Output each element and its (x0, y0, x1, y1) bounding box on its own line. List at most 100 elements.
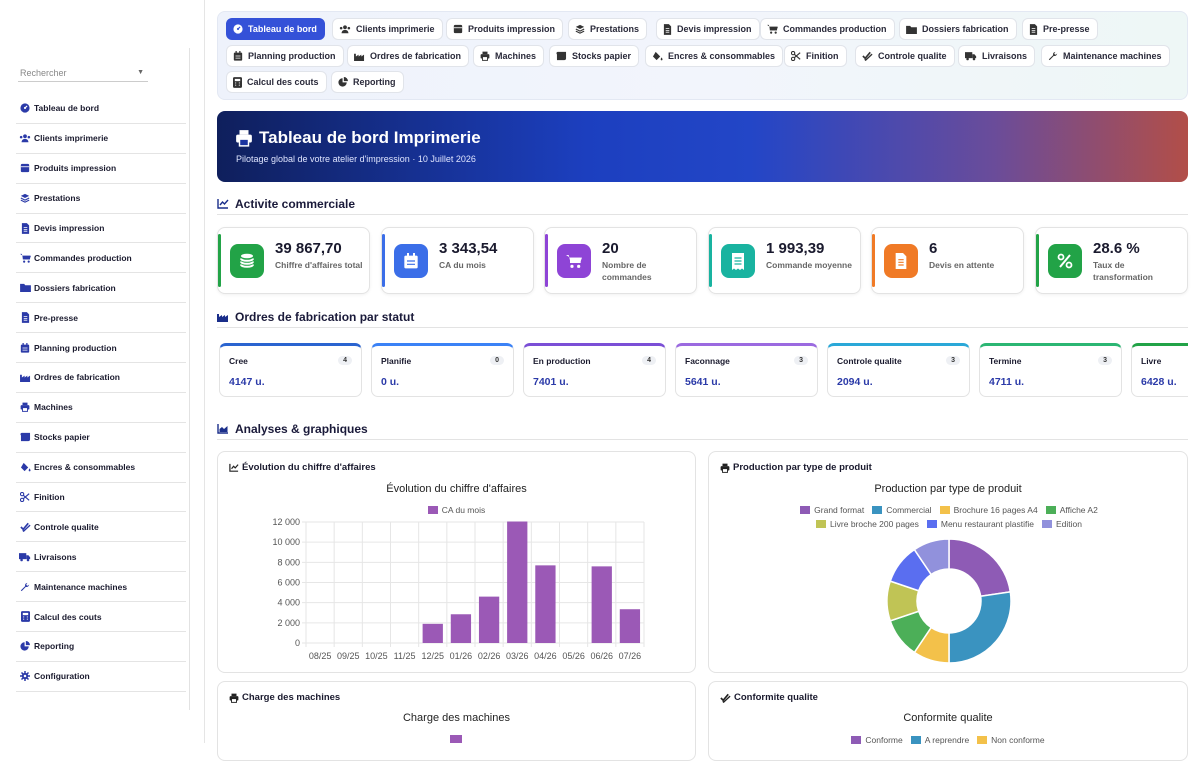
sidebar-item-label: Maintenance machines (34, 581, 128, 592)
x-tick-label: 09/25 (337, 651, 360, 661)
status-card[interactable]: Faconnage 3 5641 u. (675, 343, 818, 397)
calendar-icon (19, 342, 31, 353)
legend-item[interactable]: Edition (1041, 519, 1082, 529)
tab-planning-production[interactable]: Planning production (226, 45, 344, 67)
printer-icon (235, 129, 253, 152)
legend-item[interactable]: A reprendre (910, 735, 969, 745)
x-tick-label: 04/26 (534, 651, 557, 661)
search-select[interactable]: Rechercher ▼ (18, 65, 148, 82)
legend-item[interactable]: Affiche A2 (1045, 505, 1098, 515)
tab-finition[interactable]: Finition (784, 45, 847, 67)
sidebar-item-dossiers-fabrication[interactable]: Dossiers fabrication (16, 273, 186, 304)
legend-swatch (851, 736, 862, 744)
sidebar-item-produits-impression[interactable]: Produits impression (16, 154, 186, 184)
tab-label: Pre-presse (1043, 24, 1090, 34)
sidebar-item-planning-production[interactable]: Planning production (16, 333, 186, 364)
printer-icon (720, 463, 730, 473)
tab-encres-consommables[interactable]: Encres & consommables (645, 45, 784, 67)
sidebar-item-livraisons[interactable]: Livraisons (16, 542, 186, 573)
tab-devis-impression[interactable]: Devis impression (656, 18, 760, 40)
tab-stocks-papier[interactable]: Stocks papier (549, 45, 640, 67)
sidebar-item-clients-imprimerie[interactable]: Clients imprimerie (16, 124, 186, 154)
production-donut-chart (886, 538, 1012, 664)
sidebar-item-label: Ordres de fabrication (34, 372, 120, 383)
tab-produits-impression[interactable]: Produits impression (446, 18, 564, 40)
tab-label: Reporting (353, 77, 396, 87)
x-tick-label: 10/25 (365, 651, 388, 661)
bar (619, 609, 641, 643)
status-name: Planifie (381, 356, 412, 366)
tab-maintenance-machines[interactable]: Maintenance machines (1041, 45, 1170, 67)
status-quantity: 4711 u. (989, 376, 1025, 388)
sidebar-item-configuration[interactable]: Configuration (16, 662, 186, 692)
sidebar-item-encres-consommables[interactable]: Encres & consommables (16, 453, 186, 483)
kpi-label: Nombre de commandes (602, 260, 652, 282)
legend-item[interactable]: Livre broche 200 pages (816, 519, 919, 529)
sidebar-item-label: Reporting (34, 641, 75, 652)
sidebar-item-devis-impression[interactable]: Devis impression (16, 214, 186, 244)
tab-clients-imprimerie[interactable]: Clients imprimerie (332, 18, 443, 40)
kpi-accent-bar (1036, 234, 1039, 287)
sidebar-item-tableau-de-bord[interactable]: Tableau de bord (16, 94, 186, 124)
tab-tableau-de-bord[interactable]: Tableau de bord (226, 18, 325, 40)
scroll-icon (19, 432, 31, 442)
kpi-card: 3 343,54 CA du mois (381, 227, 534, 294)
status-card[interactable]: En production 4 7401 u. (523, 343, 666, 397)
legend-item[interactable]: Non conforme (977, 735, 1045, 745)
sidebar-item-controle-qualite[interactable]: Controle qualite (16, 512, 186, 543)
sidebar-item-stocks-papier[interactable]: Stocks papier (16, 423, 186, 453)
x-tick-label: 02/26 (478, 651, 501, 661)
tab-calcul-des-couts[interactable]: Calcul des couts (226, 71, 327, 93)
tab-dossiers-fabrication[interactable]: Dossiers fabrication (899, 18, 1017, 40)
tab-label: Planning production (248, 51, 336, 61)
kpi-accent-bar (382, 234, 385, 287)
status-count-badge: 3 (794, 356, 808, 365)
tab-reporting[interactable]: Reporting (331, 71, 404, 93)
chart-line-icon (229, 463, 239, 472)
legend-swatch (926, 520, 937, 528)
y-tick-label: 10 000 (272, 537, 300, 547)
tab-prestations[interactable]: Prestations (568, 18, 648, 40)
legend-item[interactable]: Commercial (872, 505, 932, 515)
tab-machines[interactable]: Machines (473, 45, 545, 67)
tab-pre-presse[interactable]: Pre-presse (1022, 18, 1098, 40)
sidebar-item-finition[interactable]: Finition (16, 483, 186, 513)
legend-item[interactable]: Conforme (851, 735, 903, 745)
sidebar-item-calcul-des-couts[interactable]: Calcul des couts (16, 602, 186, 633)
section-analyses: Analyses & graphiques (217, 418, 1188, 440)
status-quantity: 0 u. (381, 376, 400, 388)
sidebar-item-maintenance-machines[interactable]: Maintenance machines (16, 572, 186, 603)
status-card[interactable]: Cree 4 4147 u. (219, 343, 362, 397)
tab-ordres-de-fabrication[interactable]: Ordres de fabrication (347, 45, 470, 67)
tab-label: Clients imprimerie (356, 24, 435, 34)
status-card[interactable]: Controle qualite 3 2094 u. (827, 343, 970, 397)
sidebar-item-prestations[interactable]: Prestations (16, 184, 186, 214)
tab-commandes-production[interactable]: Commandes production (760, 18, 895, 40)
section-title: Analyses & graphiques (235, 421, 368, 436)
sidebar-item-commandes-production[interactable]: Commandes production (16, 243, 186, 274)
kpi-accent-bar (218, 234, 221, 287)
sidebar-item-machines[interactable]: Machines (16, 393, 186, 423)
card-conformite: Conformite qualite Conformite qualite Co… (708, 681, 1188, 761)
bar (591, 566, 612, 643)
card-charge-machines: Charge des machines Charge des machines (217, 681, 696, 761)
gauge-icon (233, 24, 243, 34)
fill-drip-icon (652, 51, 663, 61)
status-card[interactable]: Planifie 0 0 u. (371, 343, 514, 397)
legend-item[interactable]: Menu restaurant plastifie (926, 519, 1034, 529)
kpi-card: 1 993,39 Commande moyenne (708, 227, 861, 294)
legend-item[interactable]: Grand format (800, 505, 864, 515)
tab-controle-qualite[interactable]: Controle qualite (855, 45, 955, 67)
kpi-card: 39 867,70 Chiffre d'affaires total (217, 227, 370, 294)
tab-livraisons[interactable]: Livraisons (958, 45, 1036, 67)
legend-item[interactable]: Brochure 16 pages A4 (939, 505, 1038, 515)
sidebar-item-pre-presse[interactable]: Pre-presse (16, 303, 186, 334)
sidebar-item-ordres-de-fabrication[interactable]: Ordres de fabrication (16, 363, 186, 393)
status-card[interactable]: Livre 6428 u. (1131, 343, 1188, 397)
pie-icon (19, 641, 31, 652)
legend-swatch (450, 735, 462, 743)
users-icon (19, 133, 31, 143)
status-card[interactable]: Termine 3 4711 u. (979, 343, 1122, 397)
sidebar-item-reporting[interactable]: Reporting (16, 632, 186, 662)
legend-item[interactable]: CA du mois (427, 505, 485, 515)
